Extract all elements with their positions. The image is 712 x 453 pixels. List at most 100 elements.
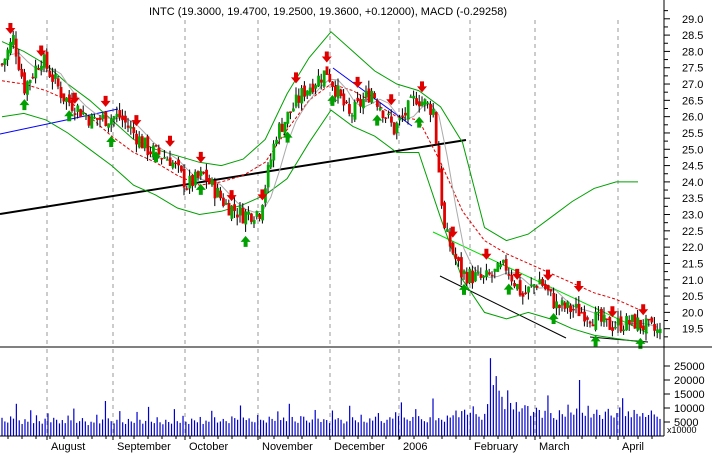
candle-body xyxy=(530,284,533,286)
candle-body xyxy=(432,108,435,115)
y-tick-label: 25.5 xyxy=(682,128,703,140)
x-tick-label: December xyxy=(334,441,385,453)
indicator-line-1 xyxy=(1,80,639,310)
candle-body xyxy=(457,257,460,262)
candle-body xyxy=(129,126,133,129)
candle-body xyxy=(322,70,326,87)
buy-arrow-icon xyxy=(282,131,293,143)
candle-body xyxy=(188,175,192,189)
candle-body xyxy=(255,211,259,217)
trendline xyxy=(0,108,119,135)
candle-body xyxy=(101,114,105,119)
trendline xyxy=(0,139,467,215)
candle-body xyxy=(541,278,545,286)
sell-arrow-icon xyxy=(543,269,553,281)
y-tick-label: 29.0 xyxy=(682,14,703,26)
candle-body xyxy=(306,90,309,96)
candle-body xyxy=(235,214,239,218)
candle-body xyxy=(555,301,559,309)
candle-body xyxy=(202,171,206,174)
candle-body xyxy=(0,63,4,66)
x-tick-label: March xyxy=(539,441,570,453)
y-tick-label: 19.5 xyxy=(682,324,703,336)
candle-body xyxy=(93,117,97,119)
buy-arrow-icon xyxy=(635,337,646,349)
candle-body xyxy=(619,316,623,332)
candle-body xyxy=(174,162,178,165)
candle-body xyxy=(84,115,88,117)
candle-body xyxy=(157,147,161,155)
candle-body xyxy=(373,92,376,99)
sell-arrow-icon xyxy=(512,268,523,280)
candle-body xyxy=(107,123,111,128)
volume-y-tick-label: 25000 xyxy=(674,361,705,373)
candle-body xyxy=(516,283,519,290)
candle-body xyxy=(28,79,32,83)
buy-arrow-icon xyxy=(414,116,425,128)
volume-y-tick-label: 10000 xyxy=(674,403,705,415)
y-tick-label: 26.0 xyxy=(682,112,703,124)
candle-body xyxy=(196,171,200,178)
candle-body xyxy=(633,314,637,329)
candle-body xyxy=(182,169,186,188)
candle-body xyxy=(496,262,500,272)
candle-body xyxy=(647,318,651,321)
candle-body xyxy=(20,69,24,77)
candle-body xyxy=(54,74,57,79)
y-tick-label: 22.0 xyxy=(682,242,703,254)
candle-body xyxy=(381,110,385,119)
y-tick-label: 26.5 xyxy=(682,95,703,107)
candle-body xyxy=(560,300,564,306)
y-tick-label: 21.0 xyxy=(682,275,703,287)
candle-body xyxy=(572,309,575,311)
candle-body xyxy=(126,125,130,128)
candle-body xyxy=(278,123,281,139)
candle-body xyxy=(574,303,578,308)
candle-body xyxy=(625,315,629,331)
candle-body xyxy=(14,38,18,57)
candle-body xyxy=(518,280,522,296)
candle-body xyxy=(286,111,290,124)
candle-body xyxy=(95,117,99,120)
sell-arrow-icon xyxy=(100,95,111,107)
candle-body xyxy=(79,109,83,117)
candle-body xyxy=(538,279,542,285)
candle-body xyxy=(356,97,360,102)
candle-body xyxy=(339,89,343,97)
volume-bars xyxy=(1,358,661,436)
x-tick-label: April xyxy=(622,441,644,453)
candle-body xyxy=(490,274,494,277)
sell-arrow-icon xyxy=(481,248,492,260)
candle-body xyxy=(163,157,166,159)
volume-y-tick-label: 15000 xyxy=(674,389,705,401)
sell-arrow-icon xyxy=(607,306,618,318)
candle-body xyxy=(415,98,418,105)
candle-body xyxy=(588,321,592,324)
buy-arrow-icon xyxy=(503,283,514,295)
candle-body xyxy=(193,171,197,186)
candle-body xyxy=(454,253,458,260)
sell-arrow-icon xyxy=(69,92,80,104)
candle-body xyxy=(37,67,41,70)
candle-body xyxy=(179,165,183,172)
candle-body xyxy=(614,326,617,329)
candle-body xyxy=(605,318,609,321)
y-tick-label: 23.5 xyxy=(682,193,703,205)
buy-arrow-icon xyxy=(590,335,601,347)
x-tick-label: September xyxy=(117,441,171,453)
candle-body xyxy=(474,272,477,282)
candle-body xyxy=(476,271,480,273)
candle-body xyxy=(406,100,410,120)
candle-body xyxy=(168,157,172,166)
candle-body xyxy=(123,115,127,123)
candle-body xyxy=(233,204,236,212)
candle-body xyxy=(160,158,164,160)
candle-body xyxy=(213,180,217,199)
candles xyxy=(0,30,662,341)
candle-body xyxy=(165,159,169,161)
candle-body xyxy=(320,79,323,83)
candle-body xyxy=(350,115,354,117)
trendline xyxy=(439,275,567,339)
candle-body xyxy=(266,164,270,188)
candle-body xyxy=(558,304,561,308)
